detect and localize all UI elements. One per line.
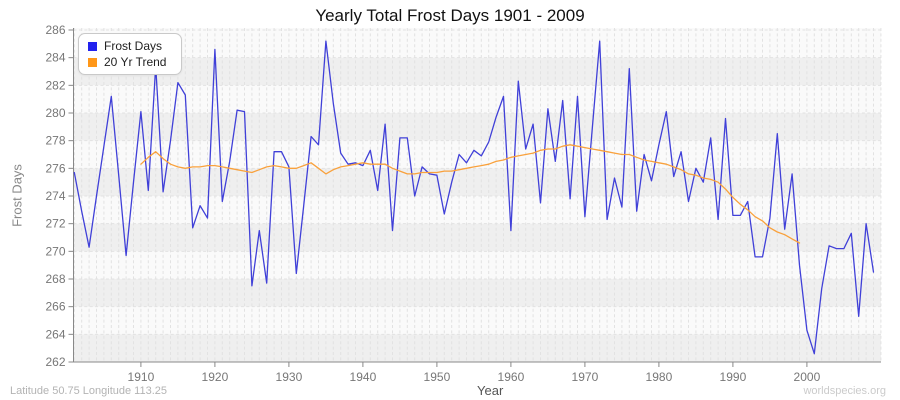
x-tick-label: 1940 (350, 370, 377, 384)
chart-title: Yearly Total Frost Days 1901 - 2009 (315, 6, 585, 25)
x-tick-label: 1980 (646, 370, 673, 384)
y-tick-label: 268 (45, 272, 65, 286)
x-tick-label: 1920 (202, 370, 229, 384)
legend-label: 20 Yr Trend (104, 55, 167, 69)
x-tick-label: 1930 (276, 370, 303, 384)
x-tick-label: 1960 (498, 370, 525, 384)
y-tick-label: 270 (45, 244, 65, 258)
x-tick-label: 1950 (424, 370, 451, 384)
y-tick-label: 282 (45, 78, 65, 92)
y-tick-label: 262 (45, 355, 65, 369)
trend-swatch-icon (88, 57, 97, 67)
legend-item-frost-days: Frost Days (88, 38, 181, 54)
trend-line (140, 144, 801, 244)
y-tick-label: 286 (45, 23, 65, 37)
watermark: worldspecies.org (803, 385, 886, 397)
legend-label: Frost Days (104, 39, 163, 53)
x-tick-label: 1970 (572, 370, 599, 384)
x-tick-label: 2000 (794, 370, 821, 384)
y-tick-label: 272 (45, 217, 65, 231)
chart-legend: Frost Days 20 Yr Trend (78, 33, 182, 75)
coordinates-caption: Latitude 50.75 Longitude 113.25 (10, 385, 167, 397)
x-axis-title: Year (477, 383, 504, 398)
frost-days-line (73, 40, 875, 355)
y-tick-label: 276 (45, 161, 65, 175)
x-tick-label: 1910 (128, 370, 155, 384)
y-tick-label: 274 (45, 189, 65, 203)
y-tick-label: 266 (45, 300, 65, 314)
x-tick-label: 1990 (720, 370, 747, 384)
y-tick-label: 280 (45, 106, 65, 120)
y-tick-label: 264 (45, 327, 65, 341)
legend-item-trend: 20 Yr Trend (88, 54, 181, 70)
y-tick-label: 278 (45, 134, 65, 148)
y-tick-label: 284 (45, 51, 65, 65)
y-axis-title: Frost Days (9, 164, 25, 227)
frost-days-swatch-icon (88, 41, 97, 51)
